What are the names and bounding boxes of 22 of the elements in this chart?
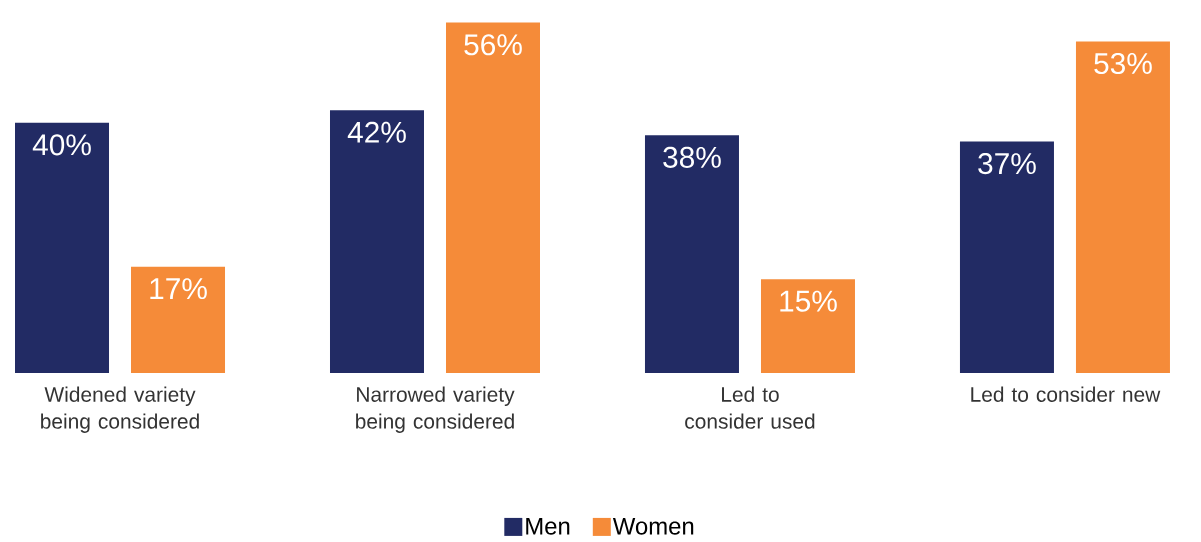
bar <box>15 122 110 373</box>
bar <box>644 135 739 373</box>
data-label: 15% <box>780 290 837 312</box>
x-tick-label: Narrowed variety being considered <box>356 386 515 433</box>
bar <box>760 279 855 373</box>
legend-label: Men <box>526 517 570 535</box>
bar <box>1075 41 1170 373</box>
legend-label: Women <box>612 517 694 535</box>
data-label: 53% <box>1094 52 1152 75</box>
x-tick-label: Led to consider new <box>971 386 1161 402</box>
data-label: 17% <box>150 278 207 300</box>
bar <box>959 141 1054 373</box>
bar <box>329 110 424 373</box>
x-tick-label: Led to consider used <box>685 386 815 429</box>
data-label: 42% <box>347 121 406 143</box>
bar <box>131 266 226 373</box>
data-label: 38% <box>663 146 721 168</box>
data-label: 56% <box>464 34 522 56</box>
data-label: 37% <box>978 153 1036 175</box>
data-label: 40% <box>32 134 91 156</box>
x-tick-label: Widened variety being considered <box>41 386 199 433</box>
bar <box>446 22 540 373</box>
